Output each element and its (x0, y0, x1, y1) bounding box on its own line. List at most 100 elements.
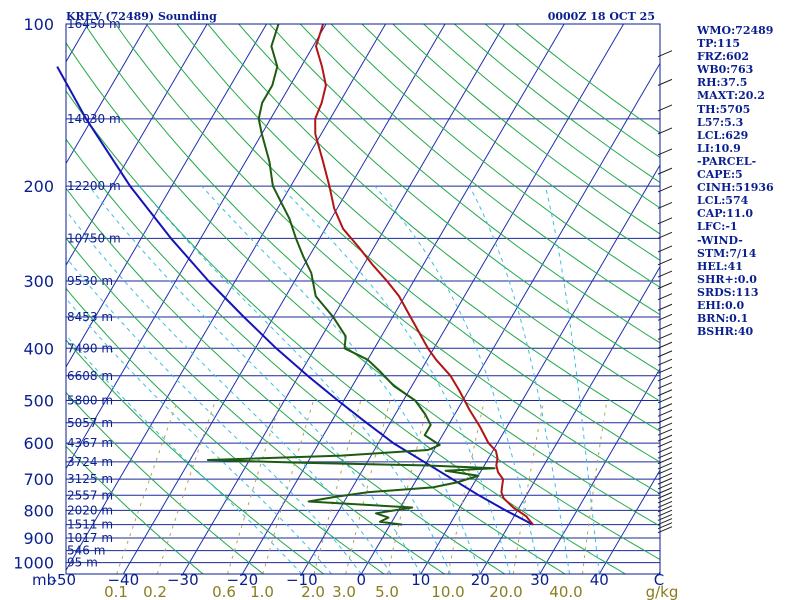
temperature-unit-label: C (654, 571, 664, 589)
dry-adiabat-line (145, 24, 660, 463)
isobars (66, 23, 660, 564)
sounding-index: CINH:51936 (697, 181, 774, 195)
mixing-ratio-line (227, 400, 282, 574)
moist-adiabat-line (280, 185, 511, 574)
mixing-ratio-line (345, 400, 391, 574)
height-level-label: 7490 m (67, 341, 113, 355)
chart-title: KREV (72489) Sounding (66, 10, 217, 23)
height-level-label: 5800 m (67, 393, 113, 407)
height-level-label: 8453 m (67, 310, 113, 324)
moist-adiabat-line (138, 185, 452, 574)
temperature-tick-label: −10 (286, 571, 318, 589)
temperature-tick-label: 10 (411, 571, 430, 589)
isotherm-line (66, 24, 268, 368)
moist-adiabat-line (374, 185, 541, 574)
height-level-label: 1511 m (67, 518, 113, 532)
pressure-tick-label: 300 (23, 272, 54, 291)
height-level-label: 2557 m (67, 488, 113, 502)
sounding-index: TP:115 (697, 37, 741, 51)
dry-adiabats (66, 24, 660, 574)
isotherm-line (0, 24, 29, 574)
dry-adiabat-line (66, 391, 264, 574)
mixing-ratio-label: 0.2 (143, 583, 167, 600)
mixing-ratio-line (447, 400, 485, 574)
pressure-tick-label: 1000 (13, 554, 54, 573)
mixing-ratio-label: 20.0 (489, 583, 522, 600)
sounding-index: L57:5.3 (697, 115, 744, 129)
dry-adiabat-line (66, 41, 660, 561)
mixing-ratio-label: 5.0 (375, 583, 399, 600)
dry-adiabat-line (66, 138, 566, 574)
mixing-ratio-label: 1.0 (250, 583, 274, 600)
height-level-label: 3724 m (67, 455, 113, 469)
sounding-index: BRN:0.1 (697, 312, 749, 326)
moist-adiabat-line (544, 185, 600, 574)
plot-frame (65, 23, 661, 575)
height-level-label: 1017 m (67, 531, 113, 545)
dry-adiabat-line (269, 24, 660, 344)
mixing-ratio-line (116, 400, 179, 574)
sounding-index: WB0:763 (697, 63, 754, 77)
height-level-label: 10750 m (67, 231, 121, 245)
mixing-ratio-label: 3.0 (332, 583, 356, 600)
isotherm-line (66, 24, 387, 572)
sounding-index: HEL:41 (697, 259, 743, 273)
pressure-tick-label: 400 (23, 339, 54, 358)
pressure-tick-label: 900 (23, 529, 54, 548)
pressure-tick-label: 700 (23, 470, 54, 489)
dry-adiabat-line (66, 237, 445, 574)
temperature-layer (314, 23, 534, 526)
moist-adiabats (66, 185, 600, 574)
dry-adiabat-line (66, 90, 626, 574)
mixing-ratio-line (262, 400, 314, 574)
sounding-index: SHR+:0.0 (697, 272, 757, 286)
height-level-label: 2020 m (67, 503, 113, 517)
dry-adiabat-line (361, 24, 660, 261)
pressure-tick-label: 600 (23, 434, 54, 453)
isotherm-line (241, 24, 565, 574)
isotherm-line (539, 367, 660, 574)
mixing-ratio-label: 10.0 (431, 583, 464, 600)
dry-adiabat-line (66, 187, 506, 574)
temperature-tick-label: 20 (471, 571, 490, 589)
temperature-tick-label: 40 (590, 571, 609, 589)
height-level-label: 14030 m (67, 112, 121, 126)
moist-adiabat-line (66, 209, 392, 574)
dry-adiabat-line (66, 339, 325, 574)
moist-adiabat-line (66, 297, 332, 574)
sounding-index: FRZ:602 (697, 50, 750, 64)
sounding-index: CAPE:5 (697, 168, 743, 182)
dewpoint-layer (206, 23, 496, 526)
parcel-trace-layer (56, 66, 534, 526)
dry-adiabat-line (207, 24, 660, 402)
sounding-index: -WIND- (697, 233, 743, 247)
moist-adiabat-line (468, 185, 571, 574)
dry-adiabat-line (114, 24, 660, 495)
temperature-tick-label: 0 (357, 571, 367, 589)
sounding-index: MAXT:20.2 (697, 89, 765, 103)
isotherm-line (66, 24, 327, 470)
mixing-ratio-label: 0.1 (104, 583, 128, 600)
sounding-index: CAP:11.0 (697, 207, 754, 221)
moist-adiabat-line (88, 185, 422, 574)
parcel-trace (56, 66, 534, 526)
mixing-ratio-label: 0.6 (212, 583, 236, 600)
pressure-tick-label: 500 (23, 391, 54, 410)
pressure-tick-label: 100 (23, 15, 54, 34)
dry-adiabat-line (66, 287, 385, 574)
temperature-tick-label: −30 (167, 571, 199, 589)
pressure-unit-label: mb (32, 571, 56, 589)
sounding-index: RH:37.5 (697, 76, 748, 90)
moist-adiabat-line (66, 256, 362, 574)
temperature-tick-label: 30 (530, 571, 549, 589)
dry-adiabat-line (84, 24, 660, 527)
pressure-tick-label: 200 (23, 177, 54, 196)
sounding-index: BSHR:40 (697, 325, 754, 339)
temperature-tick-label: −40 (107, 571, 139, 589)
sounding-index: TH:5705 (697, 102, 751, 116)
mixing-ratio-label: g/kg (646, 583, 679, 600)
sounding-index: SRDS:113 (697, 285, 759, 299)
mixing-ratio-line (313, 400, 362, 574)
